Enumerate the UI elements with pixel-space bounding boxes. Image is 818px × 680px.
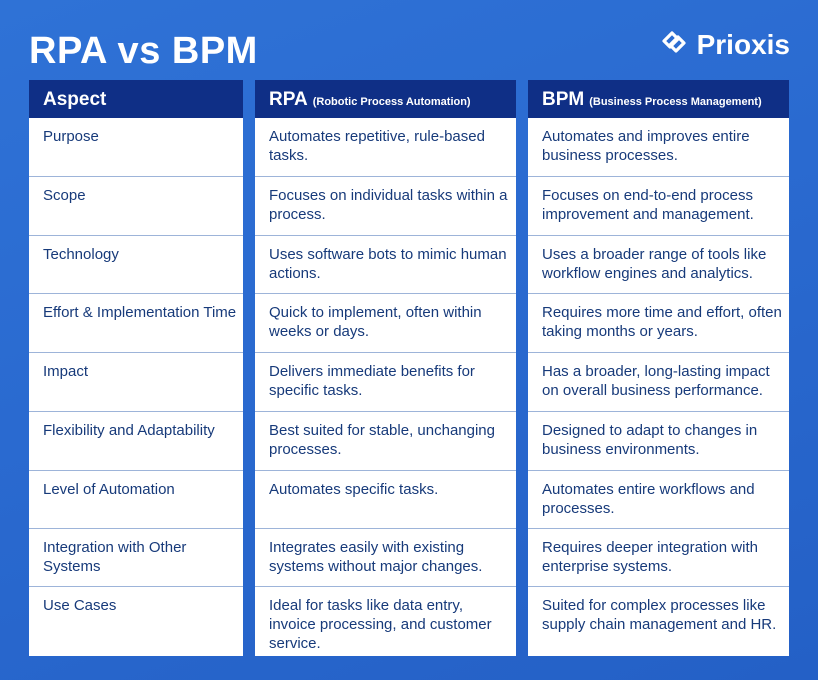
- rpa-cell: Quick to implement, often within weeks o…: [255, 293, 516, 352]
- bpm-cell: Automates and improves entire business p…: [542, 128, 750, 164]
- rpa-cell: Focuses on individual tasks within a pro…: [255, 176, 516, 235]
- rpa-cell: Best suited for stable, unchanging proce…: [255, 411, 516, 470]
- bpm-cell: Suited for complex processes like supply…: [528, 586, 789, 656]
- aspect-cell: Flexibility and Adaptability: [29, 411, 243, 470]
- aspect-column: Aspect Purpose Scope Technology Effort & Im…: [29, 80, 243, 656]
- bpm-cell: Designed to adapt to changes in business…: [528, 411, 789, 470]
- rpa-header: RPA (Robotic Process Automation): [255, 80, 516, 118]
- aspect-cell: Use Cases: [29, 586, 243, 656]
- rpa-cell: Automates specific tasks.: [255, 470, 516, 528]
- rpa-column: RPA (Robotic Process Automation) Automat…: [255, 80, 516, 656]
- rpa-cell: Automates repetitive, rule-based tasks.: [269, 128, 485, 164]
- rpa-cell: Ideal for tasks like data entry, invoice…: [255, 586, 516, 656]
- aspect-cell: Impact: [29, 352, 243, 411]
- aspect-header-title: Aspect: [43, 89, 107, 110]
- aspect-cell: Level of Automation: [29, 470, 243, 528]
- bpm-column: BPM (Business Process Management) Automa…: [528, 80, 789, 656]
- bpm-cell: Has a broader, long-lasting impact on ov…: [528, 352, 789, 411]
- bpm-cell: Automates entire workflows and processes…: [528, 470, 789, 528]
- prioxis-logo-icon: [659, 26, 689, 64]
- bpm-header-title: BPM: [542, 89, 585, 110]
- aspect-cell: Integration with Other Systems: [29, 528, 243, 586]
- bpm-cell: Focuses on end-to-end process improvemen…: [528, 176, 789, 235]
- rpa-cell: Integrates easily with existing systems …: [255, 528, 516, 586]
- aspect-cell: Scope: [29, 176, 243, 235]
- rpa-header-subtitle: (Robotic Process Automation): [312, 96, 471, 108]
- bpm-cell: Requires more time and effort, often tak…: [528, 293, 789, 352]
- bpm-cell: Uses a broader range of tools like workf…: [528, 235, 789, 293]
- bpm-cell: Requires deeper integration with enterpr…: [528, 528, 789, 586]
- rpa-cell: Delivers immediate benefits for specific…: [255, 352, 516, 411]
- brand-name: Prioxis: [696, 29, 790, 60]
- aspect-cell: Purpose: [43, 128, 99, 145]
- page-title: RPA vs BPM: [29, 30, 258, 72]
- rpa-header-title: RPA: [269, 89, 308, 110]
- bpm-header-subtitle: (Business Process Management): [589, 96, 762, 108]
- aspect-cell: Technology: [29, 235, 243, 293]
- brand-logo: Prioxis: [659, 26, 790, 64]
- aspect-cell: Effort & Implementation Time: [29, 293, 243, 352]
- aspect-header: Aspect: [29, 80, 243, 118]
- rpa-cell: Uses software bots to mimic human action…: [255, 235, 516, 293]
- bpm-header: BPM (Business Process Management): [528, 80, 789, 118]
